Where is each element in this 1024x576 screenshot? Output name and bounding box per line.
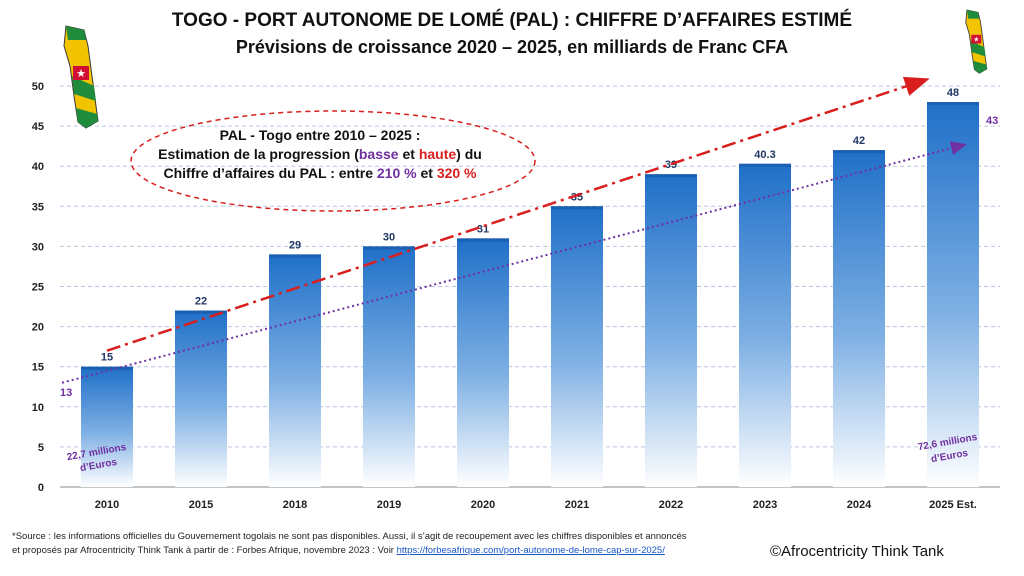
bars [81,102,979,488]
bar-2015 [175,310,227,487]
source-link[interactable]: https://forbesafrique.com/port-autonome-… [396,545,665,556]
x-tick-label: 2024 [847,499,872,511]
y-tick-label: 45 [32,121,44,133]
annotation-line-2: Estimation de la progression (basse et h… [158,146,482,162]
bar-2020 [457,238,509,487]
chart-subtitle: Prévisions de croissance 2020 – 2025, en… [235,37,789,57]
bar-2024 [833,150,885,487]
y-tick-label: 10 [32,402,44,414]
x-axis-ticks: 2010 2015 2018 2019 2020 2021 2022 2023 2024 2025… [95,499,977,511]
bar-top-edge [363,246,415,250]
y-tick-label: 0 [38,482,44,494]
bar-2025-est- [927,102,979,487]
footnote-line-2-text: et proposés par Afrocentricity Think Tan… [12,545,397,556]
trend-line-high [106,76,930,352]
value-label: 48 [947,87,959,99]
value-label: 31 [477,223,489,235]
x-tick-label: 2021 [565,499,589,511]
bar-top-edge [739,163,791,167]
chart-title: TOGO - PORT AUTONOME DE LOMÉ (PAL) : CHI… [171,10,853,31]
value-label: 29 [289,239,301,251]
y-axis-ticks: 0 5 10 15 20 25 30 35 40 45 50 [32,81,44,494]
value-label: 15 [101,352,113,364]
bar-2023 [739,163,791,487]
source-footnote: *Source : les informations officielles d… [12,530,772,558]
bar-top-edge [927,102,979,106]
bar-top-edge [269,254,321,258]
y-tick-label: 5 [38,442,44,454]
x-tick-label: 2019 [377,499,401,511]
x-tick-label: 2018 [283,499,307,511]
bar-2010 [81,366,133,487]
x-tick-label: 2020 [471,499,495,511]
togo-map-icon-small: ★ [965,9,988,74]
value-label: 40.3 [754,149,775,161]
footnote-line-1: *Source : les informations officielles d… [12,531,687,542]
y-tick-label: 20 [32,322,44,334]
svg-text:★: ★ [973,37,979,44]
trend-low-end-label: 43 [986,115,998,127]
trend-low-start-label: 13 [60,387,72,399]
bar-top-edge [833,150,885,154]
copyright-text: ©Afrocentricity Think Tank [770,543,944,560]
footnote-line-2: et proposés par Afrocentricity Think Tan… [12,544,772,558]
togo-map-icon: ★ [63,25,99,129]
bar-top-edge [645,174,697,178]
y-tick-label: 25 [32,282,44,294]
bar-2019 [363,246,415,487]
value-label: 39 [665,159,677,171]
y-tick-label: 15 [32,362,44,374]
annotation-line-3: Chiffre d’affaires du PAL : entre 210 % … [163,165,477,181]
x-tick-label: 2015 [189,499,213,511]
x-tick-label: 2023 [753,499,777,511]
annotation-ellipse [130,110,536,212]
y-tick-label: 30 [32,241,44,253]
trend-line-low [61,141,967,384]
value-label: 22 [195,296,207,308]
y-tick-label: 35 [32,201,44,213]
y-tick-label: 50 [32,81,44,93]
bar-2018 [269,254,321,487]
bar-top-edge [551,206,603,210]
annotation-line-1: PAL - Togo entre 2010 – 2025 : [220,127,421,143]
bar-top-edge [457,238,509,242]
svg-text:★: ★ [76,68,86,80]
x-tick-label: 2025 Est. [929,499,977,511]
x-tick-label: 2022 [659,499,683,511]
value-label: 42 [853,135,865,147]
bar-2021 [551,206,603,488]
value-label: 30 [383,231,395,243]
y-tick-label: 40 [32,161,44,173]
x-tick-label: 2010 [95,499,119,511]
bar-top-edge [81,366,133,370]
bar-top-edge [175,310,227,314]
